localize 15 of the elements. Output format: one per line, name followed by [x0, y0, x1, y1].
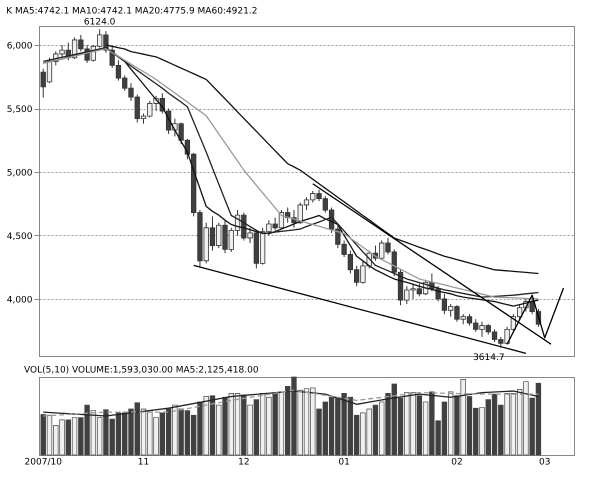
- x-tick-label: 01: [338, 458, 350, 468]
- y-tick-label: 5,000: [6, 168, 33, 178]
- x-tick-label: 11: [138, 458, 150, 468]
- x-tick-label: 2007/10: [24, 458, 62, 468]
- annotation: 3614.7: [473, 352, 505, 363]
- chart-title: K MA5:4742.1 MA10:4742.1 MA20:4775.9 MA60:4921.2: [6, 6, 258, 16]
- y-tick-label: 6,000: [6, 42, 33, 52]
- x-tick-label: 02: [451, 458, 463, 468]
- annotation: 6124.0: [84, 17, 116, 28]
- y-tick-label: 4,500: [6, 232, 33, 242]
- x-tick-label: 03: [538, 458, 550, 468]
- x-tick-label: 12: [238, 458, 250, 468]
- y-tick-label: 5,500: [6, 105, 33, 115]
- chart-title: VOL(5,10) VOLUME:1,593,030.00 MA5:2,125,418.00: [24, 366, 259, 376]
- y-tick-label: 4,000: [6, 295, 33, 306]
